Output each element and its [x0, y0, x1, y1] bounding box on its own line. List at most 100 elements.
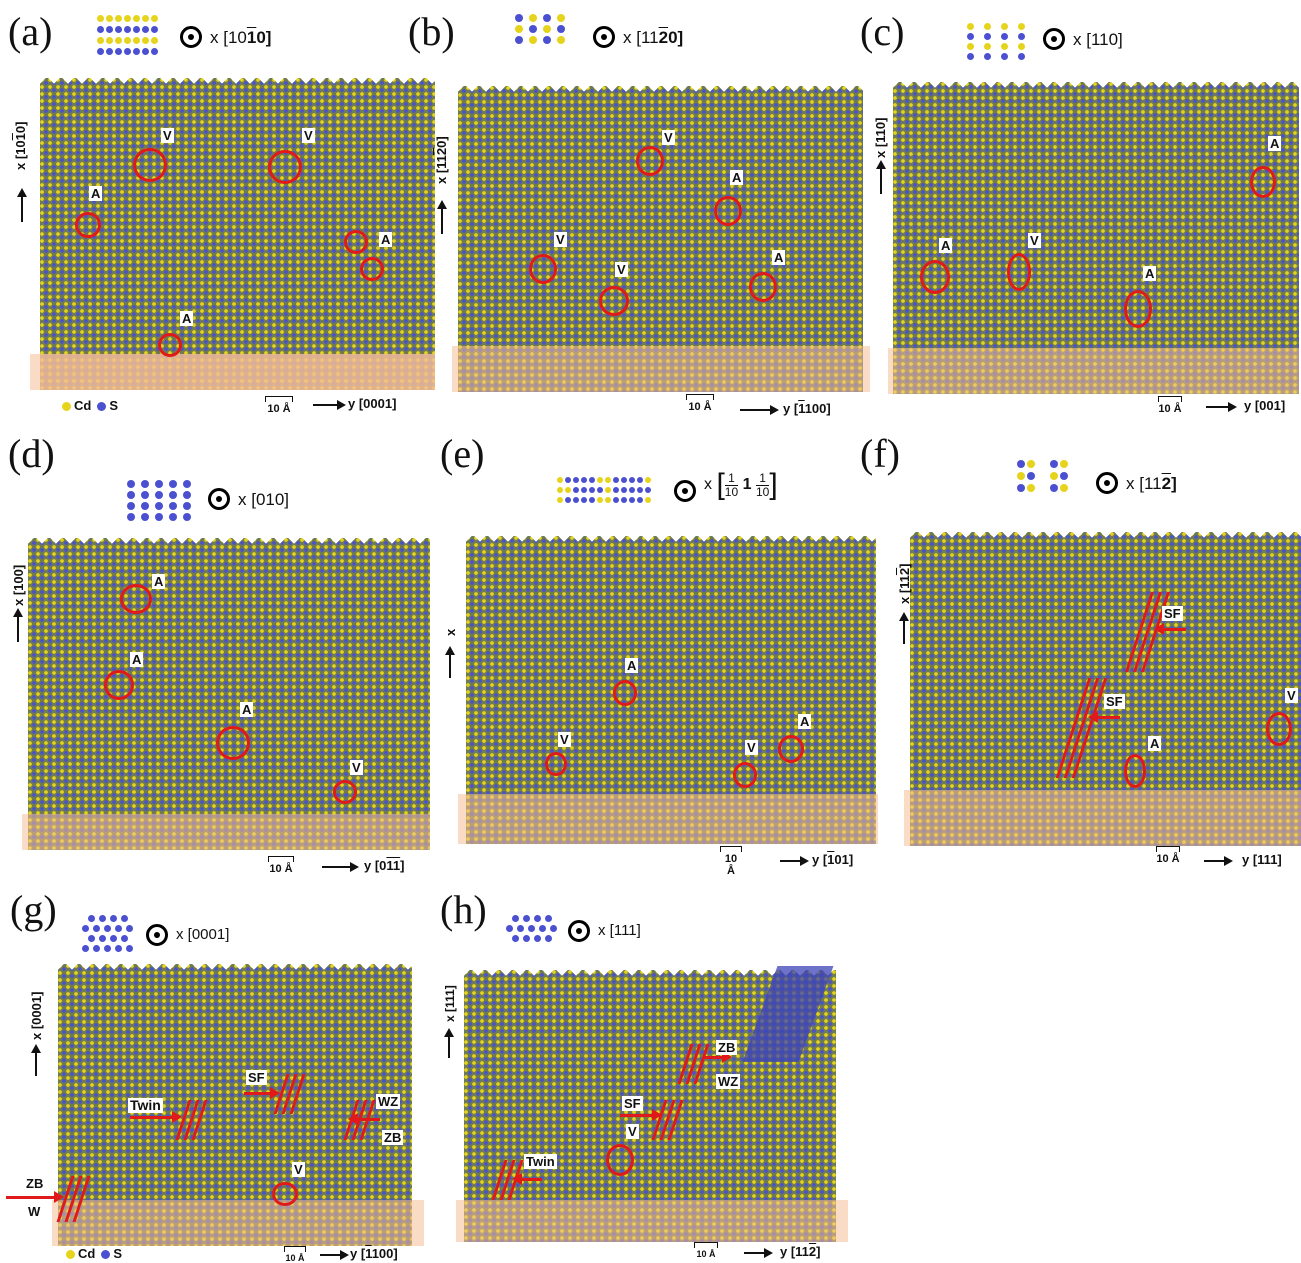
panel-h-label-sf: SF: [622, 1096, 643, 1111]
panel-d-letter: (d): [8, 431, 55, 476]
panel-h-label-twin: Twin: [524, 1154, 557, 1169]
panel-f-antisite-1: [1124, 754, 1146, 788]
panel-g-scale-bar: 10 Å: [284, 1246, 306, 1263]
panel-d-axis-x-text: y [0: [364, 858, 387, 873]
panel-g-label-wz: WZ: [376, 1094, 401, 1109]
panel-e-up-arrow: [445, 646, 455, 678]
panel-h-up-arrow: [444, 1028, 454, 1058]
cd-legend-icon: [66, 1250, 75, 1259]
panel-b-scale-bar: 10 Å: [686, 394, 714, 413]
panel-f-axis-y-end: ]: [897, 563, 912, 568]
panel-b-axis-x: y [1100]: [783, 401, 831, 416]
panel-b-lattice: [458, 86, 863, 392]
panel-c-lattice: [893, 82, 1299, 394]
panel-h-axis-x-over: 2: [808, 1244, 817, 1259]
panel-g-vacancy-1: [272, 1182, 298, 1206]
panel-f-atom-icon: [1016, 460, 1082, 492]
panel-g-right-arrow: [320, 1250, 349, 1260]
panel-a-axis-x: y [0001]: [348, 396, 397, 411]
panel-b-label-v1: V: [662, 130, 675, 145]
panel-e-label-v2: V: [745, 740, 758, 755]
panel-g-zb-w-arrow: [6, 1191, 64, 1203]
panel-c-substrate-band: [888, 348, 1299, 394]
legend-cd-label: Cd: [78, 1246, 96, 1261]
panel-a-label-v2: V: [302, 128, 315, 143]
panel-g-up-arrow: [31, 1044, 41, 1076]
panel-a-dir-end: 0]: [256, 28, 272, 47]
panel-h-sf-arrow: [620, 1109, 662, 1121]
panel-g-label-w: W: [28, 1204, 41, 1219]
panel-d-label-v1: V: [350, 760, 363, 775]
panel-e-axis-x: y [101]: [812, 852, 853, 867]
panel-g-atom-icon: [80, 914, 142, 952]
panel-a-atom-icon: [96, 14, 170, 55]
panel-c-up-arrow: [876, 160, 886, 194]
panel-g-twin-marker: [175, 1100, 212, 1140]
panel-b-dir-text: x [11: [623, 28, 659, 47]
panel-e-label-v1: V: [558, 732, 571, 747]
panel-c-vacancy-1: [1007, 253, 1031, 291]
panel-e-vacancy-2: [733, 762, 757, 788]
panel-c-antisite-1: [1250, 166, 1276, 198]
panel-d-label-a1: A: [152, 574, 166, 589]
panel-g-axis-x: y [1100]: [350, 1246, 398, 1261]
panel-h-axis-x: y [112]: [780, 1244, 821, 1259]
panel-h-twin-arrow: [512, 1173, 542, 1185]
panel-b-right-arrow: [740, 405, 779, 415]
panel-a-antisite-2: [344, 230, 368, 254]
panel-b-antisite-2: [749, 272, 777, 302]
panel-h-label-wz: WZ: [716, 1074, 741, 1089]
frac-numerator: 1: [724, 471, 739, 486]
panel-g-twin-arrow: [130, 1111, 182, 1123]
panel-h-label-v1: V: [626, 1124, 639, 1139]
panel-b-axis-x-over: 1: [798, 401, 805, 416]
panel-a-antisite-1: [75, 212, 101, 238]
panel-e-letter: (e): [440, 431, 485, 476]
panel-e-frac-1: 1 10: [724, 471, 739, 499]
panel-f-sf-arrow-1: [1154, 623, 1186, 635]
panel-b-axis-y-end: 0]: [434, 136, 449, 148]
panel-c-dir-text: x [110]: [1073, 30, 1123, 49]
panel-a-label-a2: A: [379, 232, 393, 247]
panel-b-axis-x-text: y [: [783, 401, 799, 416]
panel-a-axis-y-over: 1: [13, 133, 28, 141]
legend-cd-label: Cd: [74, 398, 92, 413]
panel-a-scale-bar: 10 Å: [265, 396, 293, 415]
surface-edge: [910, 532, 1301, 542]
panel-e-label-a1: A: [625, 658, 639, 673]
panel-d-right-arrow: [322, 862, 359, 872]
panel-g-direction: x [0001]: [176, 926, 230, 943]
panel-c-label-v1: V: [1028, 233, 1041, 248]
panel-b-up-arrow: [437, 200, 447, 234]
panel-b-axis-x-end: 100]: [804, 401, 831, 416]
cd-legend-icon: [62, 402, 71, 411]
panel-c-atom-icon: [962, 22, 1032, 60]
out-of-plane-icon: [146, 924, 168, 946]
panel-e-axis-x-over: 1: [827, 852, 835, 867]
panel-h-right-arrow: [744, 1248, 773, 1258]
panel-g-substrate-band: [52, 1200, 424, 1246]
panel-c-scale-bar: 10 Å: [1158, 396, 1182, 415]
panel-e-antisite-1: [613, 680, 637, 706]
panel-e-atom-icon: [556, 476, 662, 503]
panel-g-axis-y: x [0001]: [29, 991, 44, 1040]
out-of-plane-icon: [208, 488, 230, 510]
panel-f-label-sf2: SF: [1104, 694, 1125, 709]
panel-f-axis-y: x [112]: [897, 564, 912, 605]
panel-f-substrate-band: [904, 790, 1301, 846]
panel-c-label-a1: A: [1268, 136, 1282, 151]
panel-f-label-v1: V: [1285, 688, 1298, 703]
out-of-plane-icon: [593, 26, 615, 48]
panel-e-dir-mid: 1: [742, 476, 752, 494]
panel-d-axis-x-over: 11: [386, 858, 401, 873]
panel-a-direction: x [1010]: [210, 28, 271, 48]
panel-b-dir-end: 0]: [668, 28, 684, 47]
surface-edge: [40, 78, 435, 88]
frac-denominator: 10: [755, 484, 770, 499]
panel-e-axis-x-end: 01]: [834, 852, 854, 867]
panel-f-dir-text: x [11: [1126, 474, 1162, 493]
panel-c-axis-y: x [110]: [873, 117, 888, 158]
panel-e-antisite-2: [778, 735, 804, 763]
panel-g-substrate-interface: [56, 1176, 94, 1222]
panel-g-stacking-fault: [273, 1074, 310, 1114]
